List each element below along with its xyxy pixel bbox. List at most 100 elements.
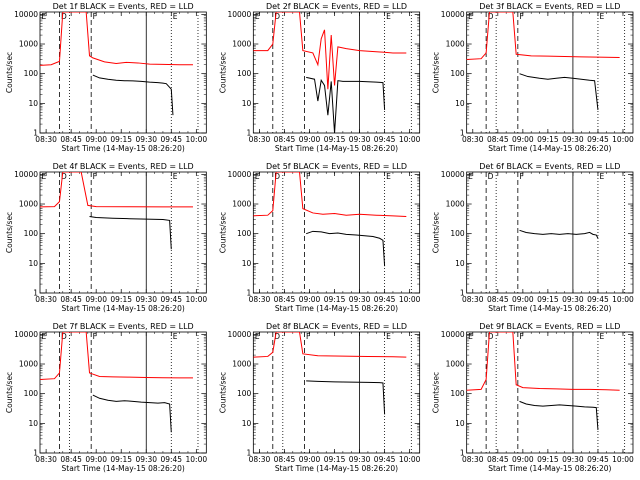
x-tick-label: 09:00 — [512, 135, 534, 144]
plot-frame — [252, 11, 421, 134]
x-tick-label: 09:00 — [299, 295, 321, 304]
y-tick-label: 1 — [247, 289, 252, 298]
marker-label: D — [61, 172, 67, 181]
y-tick-label: 10 — [28, 419, 38, 428]
y-axis-label: Counts/sec — [5, 372, 14, 413]
x-tick-label: 08:45 — [487, 295, 509, 304]
y-tick-label: 1000 — [446, 200, 465, 209]
plot-frame — [466, 11, 634, 134]
x-axis-label: Start Time (14-May-15 08:26:20) — [62, 464, 185, 473]
series-events-line — [306, 380, 386, 415]
plot-frame — [39, 11, 207, 134]
x-tick-label: 08:45 — [60, 295, 82, 304]
x-tick-label: 08:30 — [35, 295, 57, 304]
x-tick-label: 08:45 — [487, 135, 509, 144]
series-events-line — [89, 215, 172, 250]
x-tick-label: 10:00 — [612, 455, 634, 464]
x-tick-label: 08:30 — [249, 455, 271, 464]
panel-det-5: Det 5f BLACK = Events, RED = LLD 1 10 100 10… — [218, 162, 420, 313]
x-tick-label: 09:15 — [537, 455, 559, 464]
y-tick-label: 10000 — [14, 10, 38, 19]
x-axis-label: Start Time (14-May-15 08:26:20) — [488, 144, 611, 153]
marker-label: F — [306, 12, 310, 21]
panel-title: Det 1f BLACK = Events, RED = LLD — [53, 2, 194, 11]
x-tick-label: 08:30 — [249, 135, 271, 144]
y-tick-label: 1 — [460, 289, 465, 298]
marker-label: E — [173, 332, 178, 341]
y-tick-label: 10000 — [227, 330, 251, 339]
x-tick-label: 08:45 — [60, 135, 82, 144]
y-tick-label: 10000 — [441, 330, 465, 339]
y-tick-label: 10 — [242, 259, 252, 268]
marker-label: F — [519, 12, 523, 21]
x-tick-label: 09:45 — [160, 295, 182, 304]
y-tick-label: 1000 — [232, 40, 251, 49]
marker-label: F — [519, 332, 523, 341]
marker-label: E — [468, 332, 473, 341]
x-tick-label: 08:45 — [274, 455, 296, 464]
x-tick-label: 09:30 — [349, 295, 371, 304]
x-tick-label: 09:30 — [562, 455, 584, 464]
y-tick-label: 10000 — [441, 170, 465, 179]
y-axis-label: Counts/sec — [218, 212, 227, 253]
y-tick-label: 1000 — [19, 360, 38, 369]
x-tick-label: 09:30 — [349, 135, 371, 144]
x-tick-label: 09:30 — [349, 455, 371, 464]
y-tick-label: 10 — [455, 99, 465, 108]
marker-label: E — [386, 172, 391, 181]
x-tick-label: 09:00 — [85, 295, 107, 304]
marker-label: E — [42, 332, 47, 341]
x-tick-label: 09:15 — [537, 295, 559, 304]
x-tick-label: 10:00 — [186, 135, 208, 144]
marker-label: D — [488, 172, 494, 181]
marker-label: D — [274, 172, 280, 181]
marker-label: E — [386, 332, 391, 341]
x-tick-label: 10:00 — [399, 455, 421, 464]
marker-label: E — [386, 12, 391, 21]
y-tick-label: 1 — [247, 449, 252, 458]
marker-label: F — [519, 172, 523, 181]
series-events-line — [92, 74, 174, 116]
panel-det-8: Det 8f BLACK = Events, RED = LLD 1 10 100 10… — [218, 322, 420, 473]
y-axis-label: Counts/sec — [5, 212, 14, 253]
y-tick-label: 10 — [455, 419, 465, 428]
series-lld-line — [466, 12, 620, 60]
x-tick-label: 09:45 — [160, 455, 182, 464]
marker-label: D — [61, 332, 67, 341]
y-tick-label: 1000 — [19, 200, 38, 209]
y-tick-label: 10 — [455, 259, 465, 268]
x-tick-label: 09:45 — [587, 295, 609, 304]
y-tick-label: 10000 — [227, 170, 251, 179]
marker-label: E — [255, 332, 260, 341]
x-tick-label: 09:45 — [374, 455, 396, 464]
x-tick-label: 09:00 — [85, 135, 107, 144]
y-axis-label: Counts/sec — [432, 212, 441, 253]
x-tick-label: 09:15 — [324, 295, 346, 304]
y-tick-label: 100 — [24, 389, 39, 398]
x-tick-label: 09:45 — [374, 135, 396, 144]
plot-frame — [252, 331, 421, 454]
x-tick-label: 09:45 — [587, 455, 609, 464]
y-tick-label: 10000 — [227, 10, 251, 19]
x-tick-label: 09:15 — [110, 135, 132, 144]
plot-frame — [466, 171, 634, 294]
panel-det-2: Det 2f BLACK = Events, RED = LLD 1 10 100 10… — [218, 2, 420, 153]
y-axis-label: Counts/sec — [432, 52, 441, 93]
y-tick-label: 10 — [28, 259, 38, 268]
marker-label: D — [274, 12, 280, 21]
x-tick-label: 10:00 — [186, 295, 208, 304]
plot-frame — [252, 171, 421, 294]
x-tick-label: 09:15 — [110, 455, 132, 464]
y-tick-label: 10 — [242, 419, 252, 428]
x-tick-label: 09:45 — [160, 135, 182, 144]
panel-det-3: Det 3f BLACK = Events, RED = LLD 1 10 100 10… — [432, 2, 634, 153]
plot-frame — [466, 331, 634, 454]
y-tick-label: 1 — [460, 129, 465, 138]
marker-label: D — [488, 332, 494, 341]
y-tick-label: 100 — [237, 69, 252, 78]
x-axis-label: Start Time (14-May-15 08:26:20) — [275, 304, 398, 313]
panel-title: Det 9f BLACK = Events, RED = LLD — [479, 322, 620, 331]
marker-label: D — [61, 12, 67, 21]
y-tick-label: 100 — [450, 389, 465, 398]
